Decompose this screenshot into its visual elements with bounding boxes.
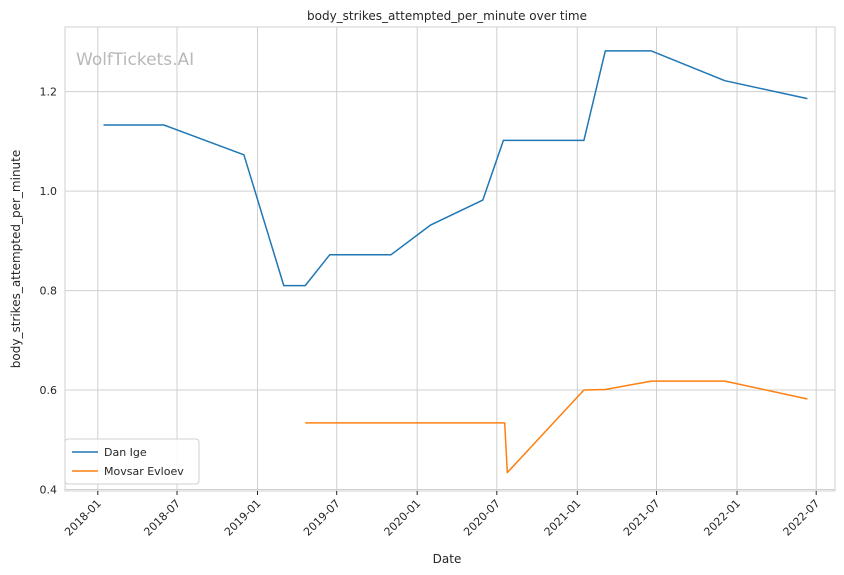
series-layer xyxy=(103,50,808,474)
x-tick-label: 2018-01 xyxy=(62,497,104,539)
legend-frame xyxy=(64,438,200,485)
y-tick-label: 0.8 xyxy=(40,285,58,298)
x-tick-label: 2022-01 xyxy=(701,497,743,539)
x-tick-label: 2021-01 xyxy=(542,497,584,539)
legend-label-movsar-evloev: Movsar Evloev xyxy=(104,465,184,478)
x-axis-label: Date xyxy=(433,552,462,566)
series-line-dan-ige xyxy=(103,50,808,287)
plot-frame xyxy=(64,26,836,492)
x-tick-label: 2021-07 xyxy=(621,497,663,539)
x-tick-label: 2020-01 xyxy=(382,497,424,539)
y-tick-label: 1.0 xyxy=(40,185,58,198)
chart-title: body_strikes_attempted_per_minute over t… xyxy=(307,9,587,23)
x-tick-label: 2020-07 xyxy=(461,497,503,539)
series-line-movsar-evloev xyxy=(305,380,808,474)
x-tick-label: 2022-07 xyxy=(781,497,823,539)
y-axis-label: body_strikes_attempted_per_minute xyxy=(9,150,23,368)
x-tick-label: 2018-07 xyxy=(141,497,183,539)
y-tick-label: 1.2 xyxy=(40,86,58,99)
legend: Dan Ige Movsar Evloev xyxy=(64,438,200,485)
grid-layer xyxy=(65,27,835,491)
x-tick-label: 2019-01 xyxy=(222,497,264,539)
y-tick-label: 0.6 xyxy=(40,384,58,397)
legend-label-dan-ige: Dan Ige xyxy=(104,446,147,459)
y-tick-label: 0.4 xyxy=(40,484,58,497)
watermark: WolfTickets.AI xyxy=(76,50,194,70)
x-tick-label: 2019-07 xyxy=(301,497,343,539)
